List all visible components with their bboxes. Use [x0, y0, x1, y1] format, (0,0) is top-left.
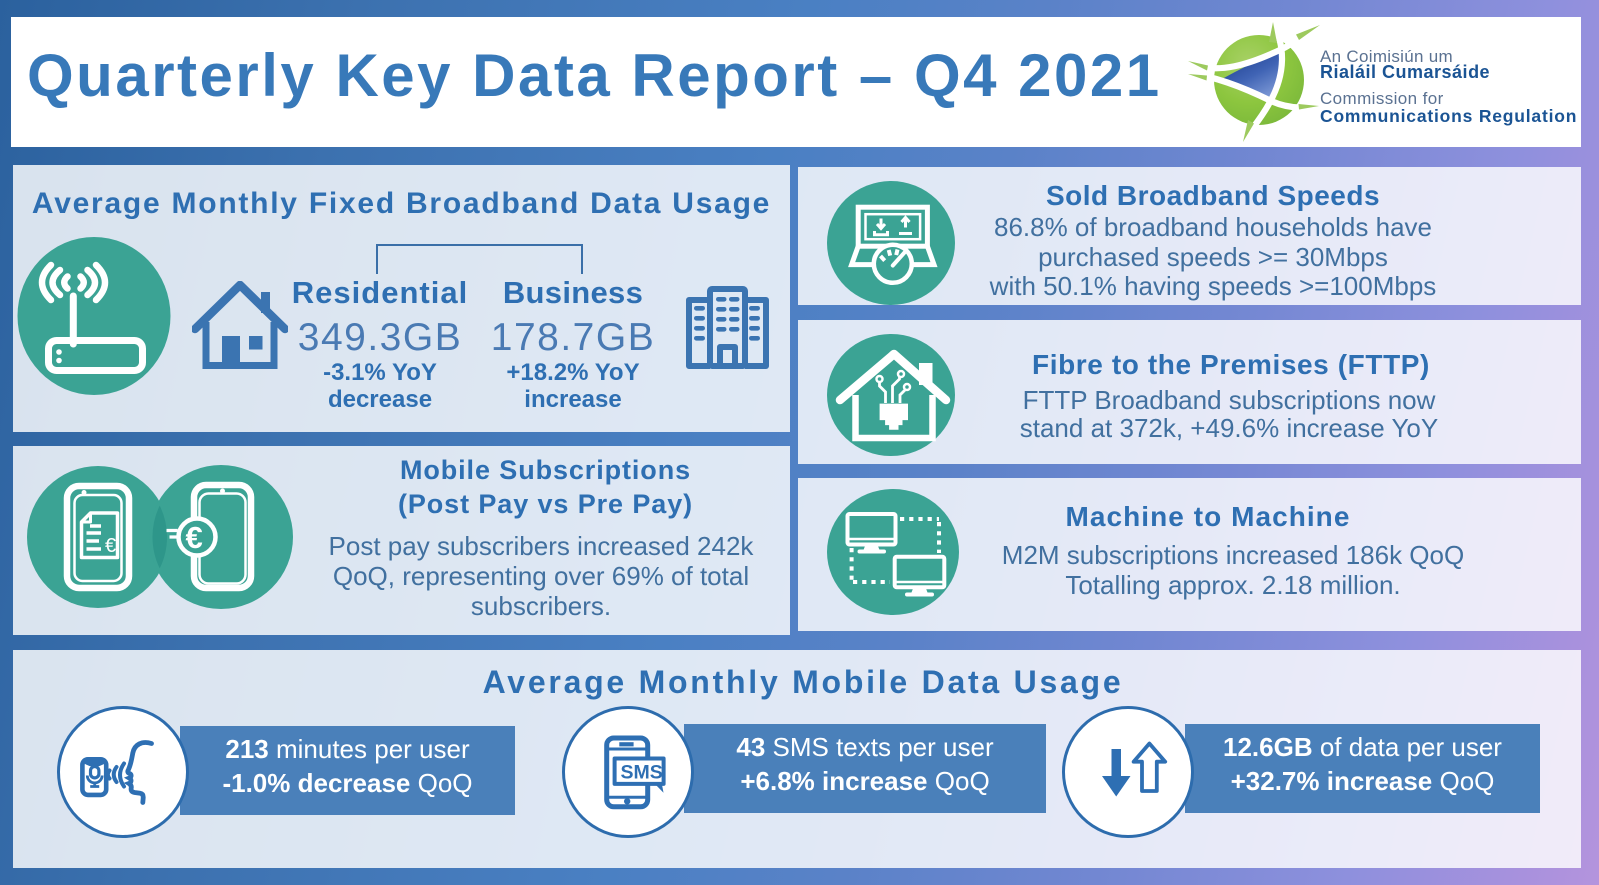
svg-text:€: € — [186, 520, 203, 555]
svg-text:SMS: SMS — [621, 761, 663, 783]
svg-text:€: € — [105, 535, 116, 557]
